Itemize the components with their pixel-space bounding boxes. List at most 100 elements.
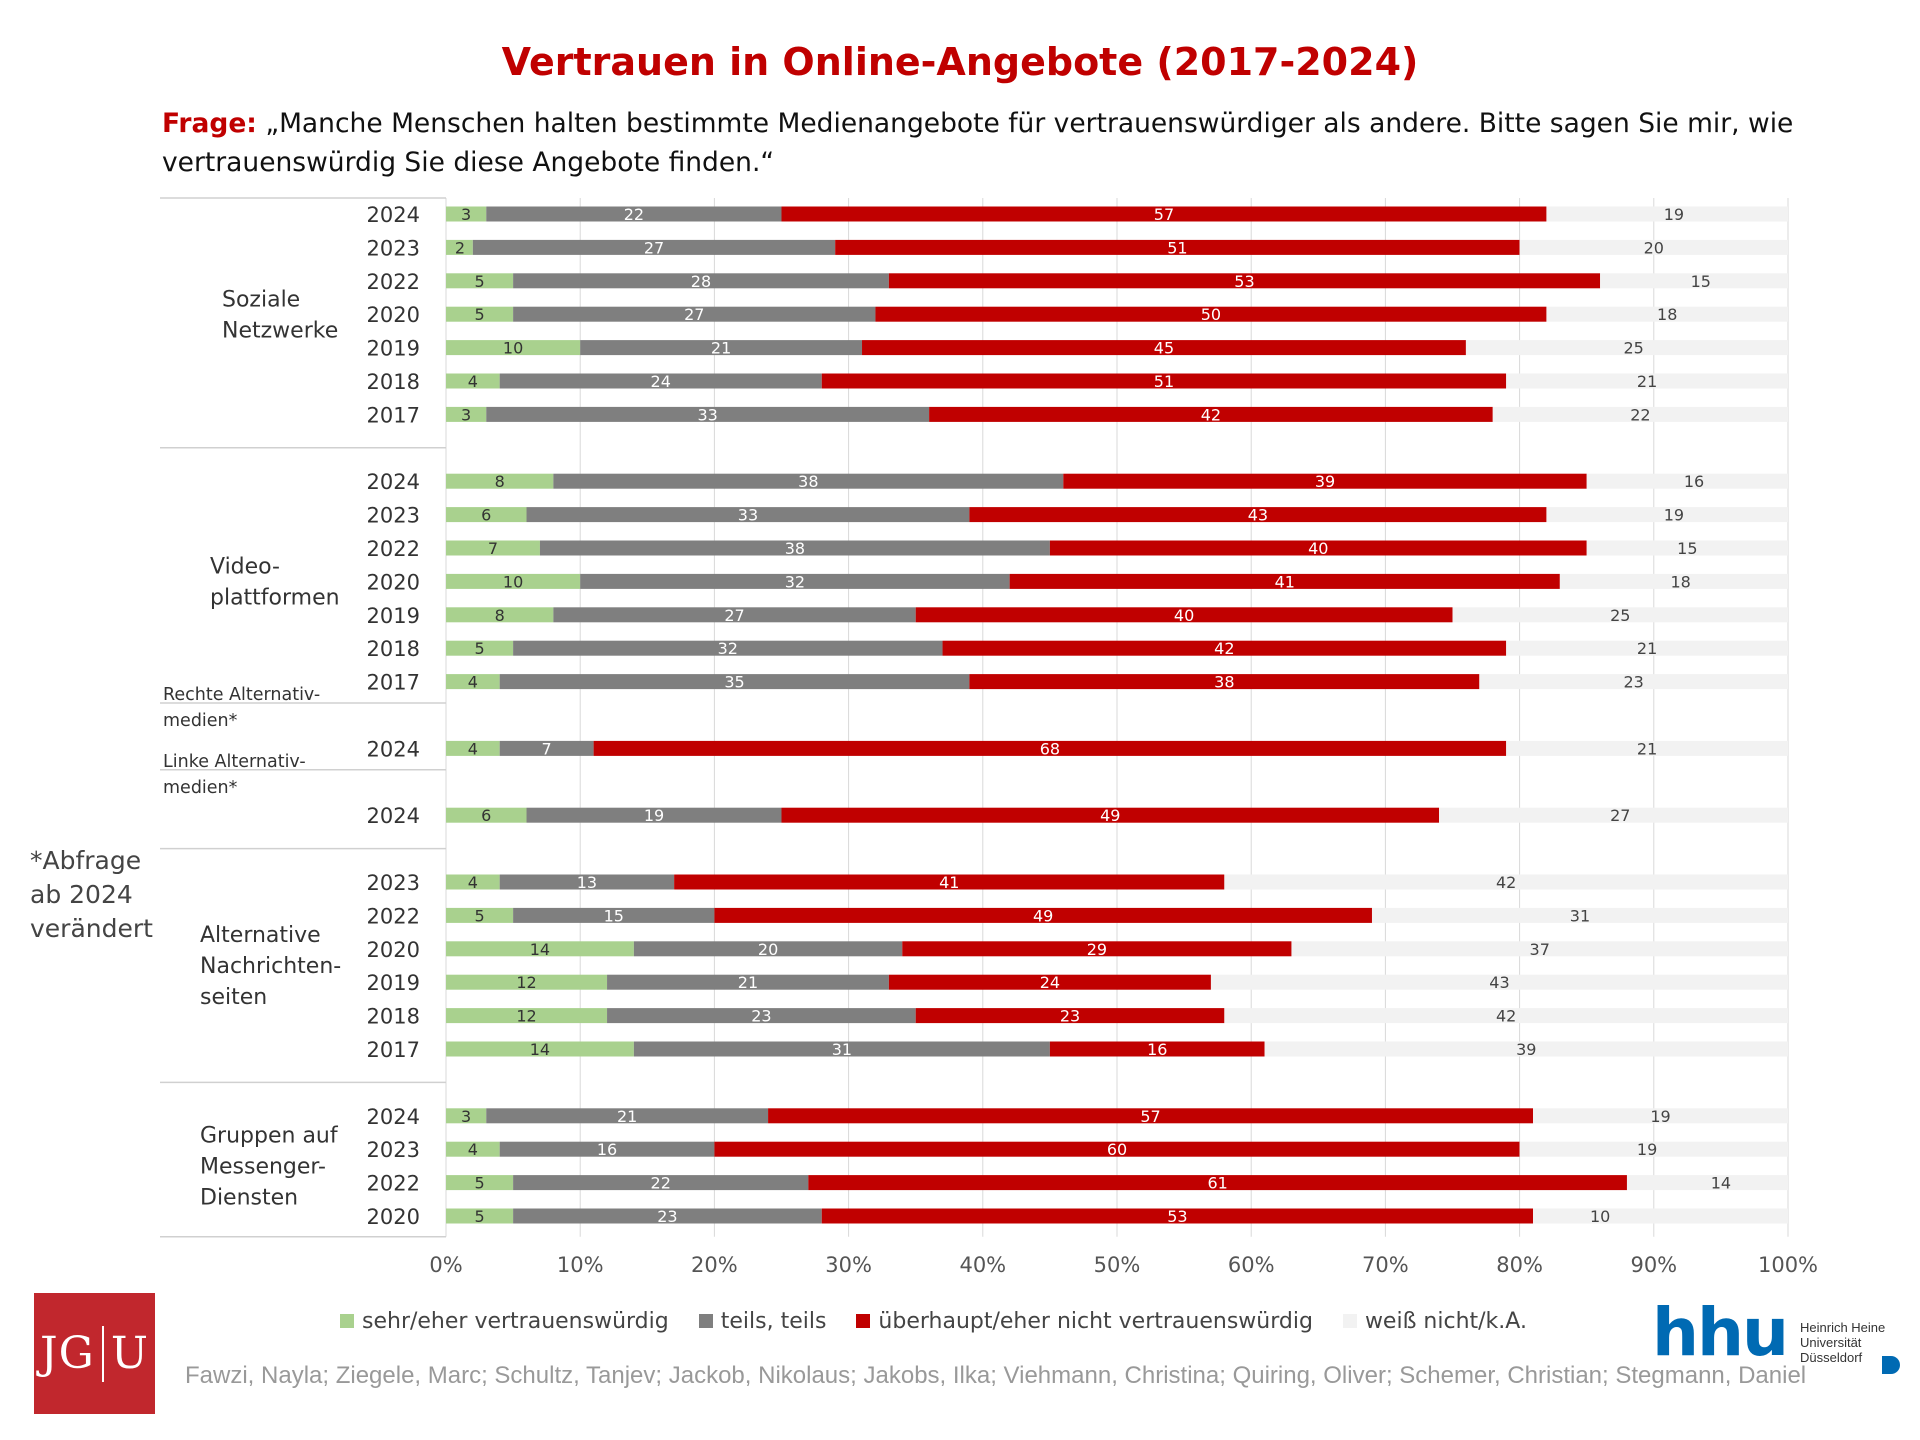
bar-segment-trust [446, 473, 554, 489]
bar-value-label: 15 [1677, 539, 1697, 558]
bar-value-label: 18 [1657, 305, 1677, 324]
bar-segment-partly [513, 1208, 822, 1224]
bar-segment-dontknow [1533, 1108, 1788, 1124]
legend-item: überhaupt/eher nicht vertrauenswürdig [856, 1309, 1313, 1334]
bar-value-label: 33 [738, 506, 758, 525]
year-label: 2023 [367, 236, 420, 260]
hhu-logo-mark [1882, 1356, 1900, 1374]
year-label: 2020 [367, 1205, 420, 1229]
bar-value-label: 25 [1623, 339, 1643, 358]
bar-segment-partly [499, 874, 675, 890]
bar-value-label: 4 [468, 873, 478, 892]
group-label: Gruppen auf Messenger- Diensten [200, 1124, 339, 1211]
bar-segment-distrust [1063, 473, 1587, 489]
year-label: 2022 [367, 1172, 420, 1196]
group-label: Rechte Alternativ-medien* [163, 685, 320, 731]
bar-value-label: 25 [1610, 606, 1630, 625]
bar-value-label: 31 [1570, 906, 1590, 925]
bar-value-label: 21 [738, 973, 758, 992]
group-label-line: Soziale [222, 287, 300, 312]
bar-segment-partly [553, 473, 1064, 489]
bar-segment-distrust [888, 974, 1211, 990]
year-label: 2024 [367, 737, 420, 761]
bar-segment-partly [580, 340, 863, 356]
bar-value-label: 6 [481, 506, 491, 525]
bar-value-label: 3 [461, 405, 471, 424]
bar-value-label: 12 [516, 1007, 536, 1026]
year-label: 2022 [367, 904, 420, 928]
legend-label: überhaupt/eher nicht vertrauenswürdig [878, 1308, 1313, 1334]
group-label-line: Netzwerke [222, 318, 338, 343]
bar-value-label: 14 [530, 1040, 550, 1059]
year-label: 2020 [367, 303, 420, 327]
x-tick-label: 40% [959, 1253, 1006, 1277]
bar-segment-distrust [862, 340, 1466, 356]
bar-value-label: 19 [1664, 205, 1684, 224]
bar-segment-trust [446, 1208, 514, 1224]
bar-value-label: 5 [474, 305, 484, 324]
bar-segment-dontknow [1626, 1175, 1788, 1191]
year-label: 2024 [367, 203, 420, 227]
year-label: 2017 [367, 1038, 420, 1062]
question-body: „Manche Menschen halten bestimmte Medien… [162, 108, 1794, 178]
bar-value-label: 45 [1154, 339, 1174, 358]
year-label: 2023 [367, 504, 420, 528]
bar-value-label: 4 [468, 1140, 478, 1159]
jgu-logo-left: JG [40, 1328, 95, 1379]
year-label: 2020 [367, 938, 420, 962]
bar-value-label: 27 [1610, 806, 1630, 825]
year-label: 2017 [367, 403, 420, 427]
bar-value-label: 6 [481, 806, 491, 825]
bar-value-label: 28 [691, 272, 711, 291]
bar-value-label: 12 [516, 973, 536, 992]
year-label: 2024 [367, 470, 420, 494]
bar-value-label: 16 [1684, 472, 1704, 491]
bar-value-label: 57 [1140, 1107, 1160, 1126]
x-tick-label: 100% [1758, 1253, 1818, 1277]
bar-value-label: 37 [1530, 940, 1550, 959]
group-label-line: Nachrichten- [200, 954, 341, 979]
bar-value-label: 14 [530, 940, 550, 959]
bar-segment-trust [446, 874, 500, 890]
legend-swatch [340, 1314, 354, 1328]
bar-value-label: 43 [1489, 973, 1509, 992]
bar-value-label: 5 [474, 1174, 484, 1193]
bar-segment-dontknow [1479, 674, 1788, 690]
bar-segment-distrust [781, 206, 1547, 222]
bar-value-label: 49 [1100, 806, 1120, 825]
group-label-line: Messenger- [200, 1155, 326, 1180]
bar-segment-trust [446, 1175, 514, 1191]
bar-segment-distrust [915, 607, 1453, 623]
bar-segment-dontknow [1224, 874, 1788, 890]
bar-value-label: 10 [1590, 1207, 1610, 1226]
bar-segment-distrust [781, 807, 1440, 823]
bar-value-label: 5 [474, 272, 484, 291]
bar-segment-trust [446, 1141, 500, 1157]
bar-segment-dontknow [1291, 941, 1788, 957]
x-tick-label: 10% [557, 1253, 604, 1277]
bar-segment-dontknow [1224, 1008, 1788, 1024]
bar-segment-trust [446, 740, 500, 756]
bar-segment-partly [526, 507, 970, 523]
bar-segment-dontknow [1586, 540, 1788, 556]
bar-segment-distrust [902, 941, 1292, 957]
bar-segment-distrust [942, 640, 1507, 656]
group-label: Soziale Netzwerke [222, 287, 338, 343]
bar-value-label: 19 [644, 806, 664, 825]
bar-value-label: 40 [1308, 539, 1328, 558]
year-label: 2018 [367, 1005, 420, 1029]
bar-segment-partly [513, 640, 943, 656]
bar-segment-distrust [714, 907, 1372, 923]
x-tick-label: 30% [825, 1253, 872, 1277]
bar-segment-trust [446, 1008, 608, 1024]
bar-value-label: 51 [1167, 238, 1187, 257]
bar-value-label: 60 [1107, 1140, 1127, 1159]
group-label-line: Diensten [200, 1186, 298, 1211]
bar-segment-trust [446, 373, 500, 389]
bar-value-label: 5 [474, 906, 484, 925]
bar-segment-distrust [821, 373, 1507, 389]
bar-segment-partly [486, 206, 782, 222]
bar-segment-dontknow [1519, 1141, 1788, 1157]
year-label: 2017 [367, 671, 420, 695]
bar-segment-distrust [875, 306, 1547, 322]
